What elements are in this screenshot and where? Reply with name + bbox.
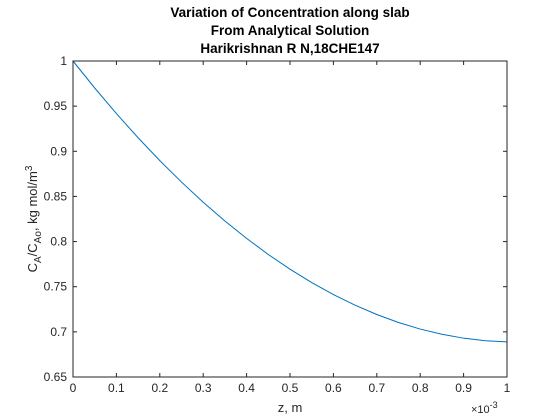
x-tick-label: 0.5 — [282, 381, 299, 395]
y-tick-label: 0.65 — [44, 370, 68, 384]
y-label-c: C — [25, 263, 40, 272]
y-tick-label: 1 — [60, 54, 67, 68]
x-tick-label: 0.2 — [151, 381, 168, 395]
y-label-sub-ao: Ao — [33, 231, 44, 244]
x-tick-label: 0.1 — [108, 381, 125, 395]
x-exponent-power: -3 — [490, 400, 498, 410]
y-label-slash: /C — [25, 243, 40, 256]
x-tick-label: 0 — [70, 381, 77, 395]
x-tick-label: 0.9 — [455, 381, 472, 395]
x-axis-label: z, m — [278, 400, 303, 415]
x-tick-label: 0.8 — [412, 381, 429, 395]
axes-box — [72, 60, 508, 378]
y-axis-tick-labels: 0.65 0.7 0.75 0.8 0.85 0.9 0.95 1 — [44, 54, 68, 384]
title-line-1: Variation of Concentration along slab — [170, 5, 409, 20]
y-label-sup-3: 3 — [24, 165, 35, 171]
y-axis-label: CA/CAo, kg mol/m3 — [24, 165, 44, 272]
chart-title: Variation of Concentration along slab Fr… — [170, 5, 409, 56]
title-line-3: Harikrishnan R N,18CHE147 — [200, 41, 379, 56]
y-label-sub-a: A — [33, 256, 44, 263]
y-tick-label: 0.9 — [50, 144, 67, 158]
x-tick-label: 1 — [504, 381, 511, 395]
x-exponent-base: ×10 — [471, 404, 490, 416]
x-axis-exponent: ×10-3 — [471, 400, 498, 416]
y-tick-label: 0.85 — [44, 189, 68, 203]
y-tick-label: 0.95 — [44, 99, 68, 113]
x-tick-label: 0.7 — [368, 381, 385, 395]
y-label-units: , kg mol/m — [25, 171, 40, 231]
series-line — [72, 60, 508, 343]
x-tick-label: 0.6 — [325, 381, 342, 395]
title-line-2: From Analytical Solution — [211, 23, 370, 38]
y-tick-label: 0.7 — [50, 325, 67, 339]
x-axis-tick-labels: 0 0.1 0.2 0.3 0.4 0.5 0.6 0.7 0.8 0.9 1 — [70, 381, 511, 395]
x-tick-label: 0.4 — [238, 381, 255, 395]
y-tick-label: 0.8 — [50, 235, 67, 249]
y-tick-label: 0.75 — [44, 280, 68, 294]
x-tick-label: 0.3 — [195, 381, 212, 395]
plot-area — [73, 61, 507, 377]
